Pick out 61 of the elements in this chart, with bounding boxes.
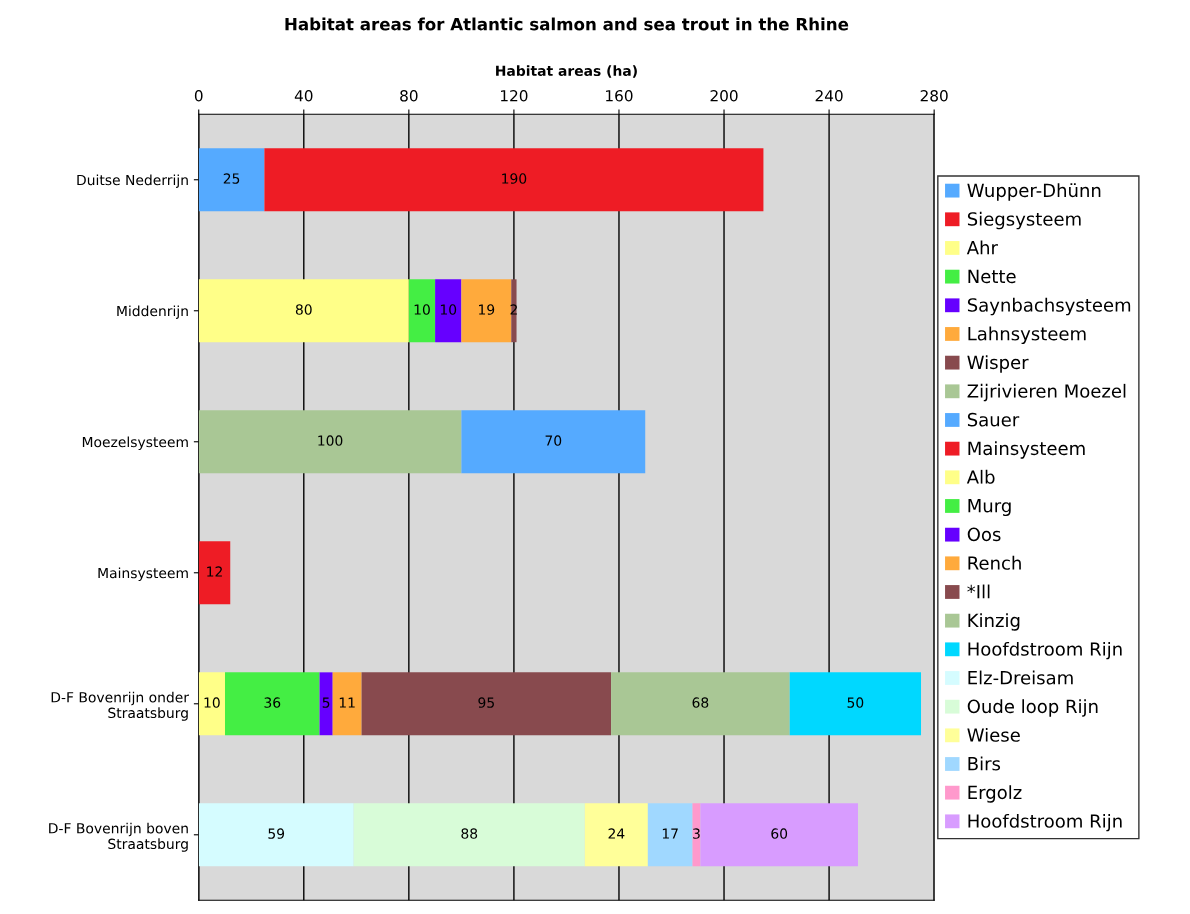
data-label: 60: [771, 828, 788, 839]
y-tick-label: Moezelsysteem: [82, 436, 188, 450]
data-label: 36: [264, 697, 281, 708]
legend-label: Wisper: [967, 355, 1029, 373]
legend-label: Ergolz: [968, 785, 1022, 803]
legend-label: Elz-Dreisam: [968, 670, 1073, 685]
data-label: 10: [204, 697, 220, 708]
data-label: 10: [414, 304, 430, 315]
data-label: 3: [693, 828, 700, 839]
data-label: 10: [440, 304, 457, 315]
y-tick-label: D-F Bovenrijn boven Straatsburg: [49, 822, 188, 852]
legend-label: Zijrivieren Moezel: [967, 383, 1126, 402]
legend-label: Wiese: [967, 727, 1020, 742]
data-label: 5: [322, 697, 330, 708]
x-tick-label: 120: [501, 90, 528, 102]
data-label: 24: [608, 828, 625, 839]
y-tick-label: Duitse Nederrijn: [77, 174, 188, 188]
y-tick-label: Middenrijn: [117, 305, 188, 319]
legend-label: Ahr: [966, 240, 998, 255]
legend-label: Oos: [967, 527, 1001, 542]
x-tick-label: 40: [294, 90, 313, 102]
data-label: 88: [461, 828, 478, 839]
y-tick-label: D-F Bovenrijn onder Straatsburg: [51, 691, 190, 721]
data-label: 17: [662, 828, 678, 839]
legend-label: Murg: [968, 499, 1011, 517]
x-tick-label: 280: [920, 90, 948, 102]
legend-label: Kinzig: [968, 613, 1020, 631]
x-tick-label: 200: [710, 90, 738, 102]
data-label: 190: [502, 173, 527, 184]
data-label: 100: [318, 435, 343, 446]
chart-title: Habitat areas for Atlantic salmon and sea trout in the Rhine: [285, 17, 849, 31]
legend-label: Alb: [966, 469, 995, 484]
data-label: 70: [545, 435, 562, 446]
data-label: 80: [295, 304, 312, 315]
x-tick-label: 0: [194, 90, 203, 102]
y-tick-label: Mainsysteem: [98, 567, 188, 581]
data-label: 19: [479, 304, 495, 315]
x-tick-label: 160: [606, 90, 633, 102]
data-label: 25: [223, 173, 240, 184]
x-tick-label: 80: [400, 90, 418, 102]
data-label: 12: [207, 566, 222, 577]
legend-label: Birs: [968, 756, 1001, 771]
x-axis-title: Habitat areas (ha): [496, 65, 637, 78]
data-label: 68: [692, 697, 709, 708]
legend-label: Sauer: [967, 412, 1020, 427]
legend-label: Siegsysteem: [967, 211, 1081, 230]
legend-label: Mainsysteem: [968, 441, 1085, 459]
data-label: 11: [339, 697, 355, 708]
legend-label: Oude loop Rijn: [967, 699, 1098, 717]
legend-label: Wupper-Dhünn: [967, 183, 1101, 201]
legend-label: Lahnsysteem: [968, 326, 1086, 344]
legend-label: Hoofdstroom Rijn: [968, 813, 1122, 832]
data-label: 50: [847, 697, 864, 708]
data-label: 59: [268, 828, 285, 839]
legend-label: Hoofdstroom Rijn: [968, 641, 1122, 660]
legend-label: Nette: [968, 269, 1016, 284]
x-tick-label: 240: [815, 90, 843, 102]
legend-label: Saynbachsysteem: [967, 297, 1131, 316]
legend-label: *Ill: [967, 584, 990, 599]
legend-label: Rench: [968, 555, 1021, 570]
data-label: 95: [478, 697, 494, 708]
